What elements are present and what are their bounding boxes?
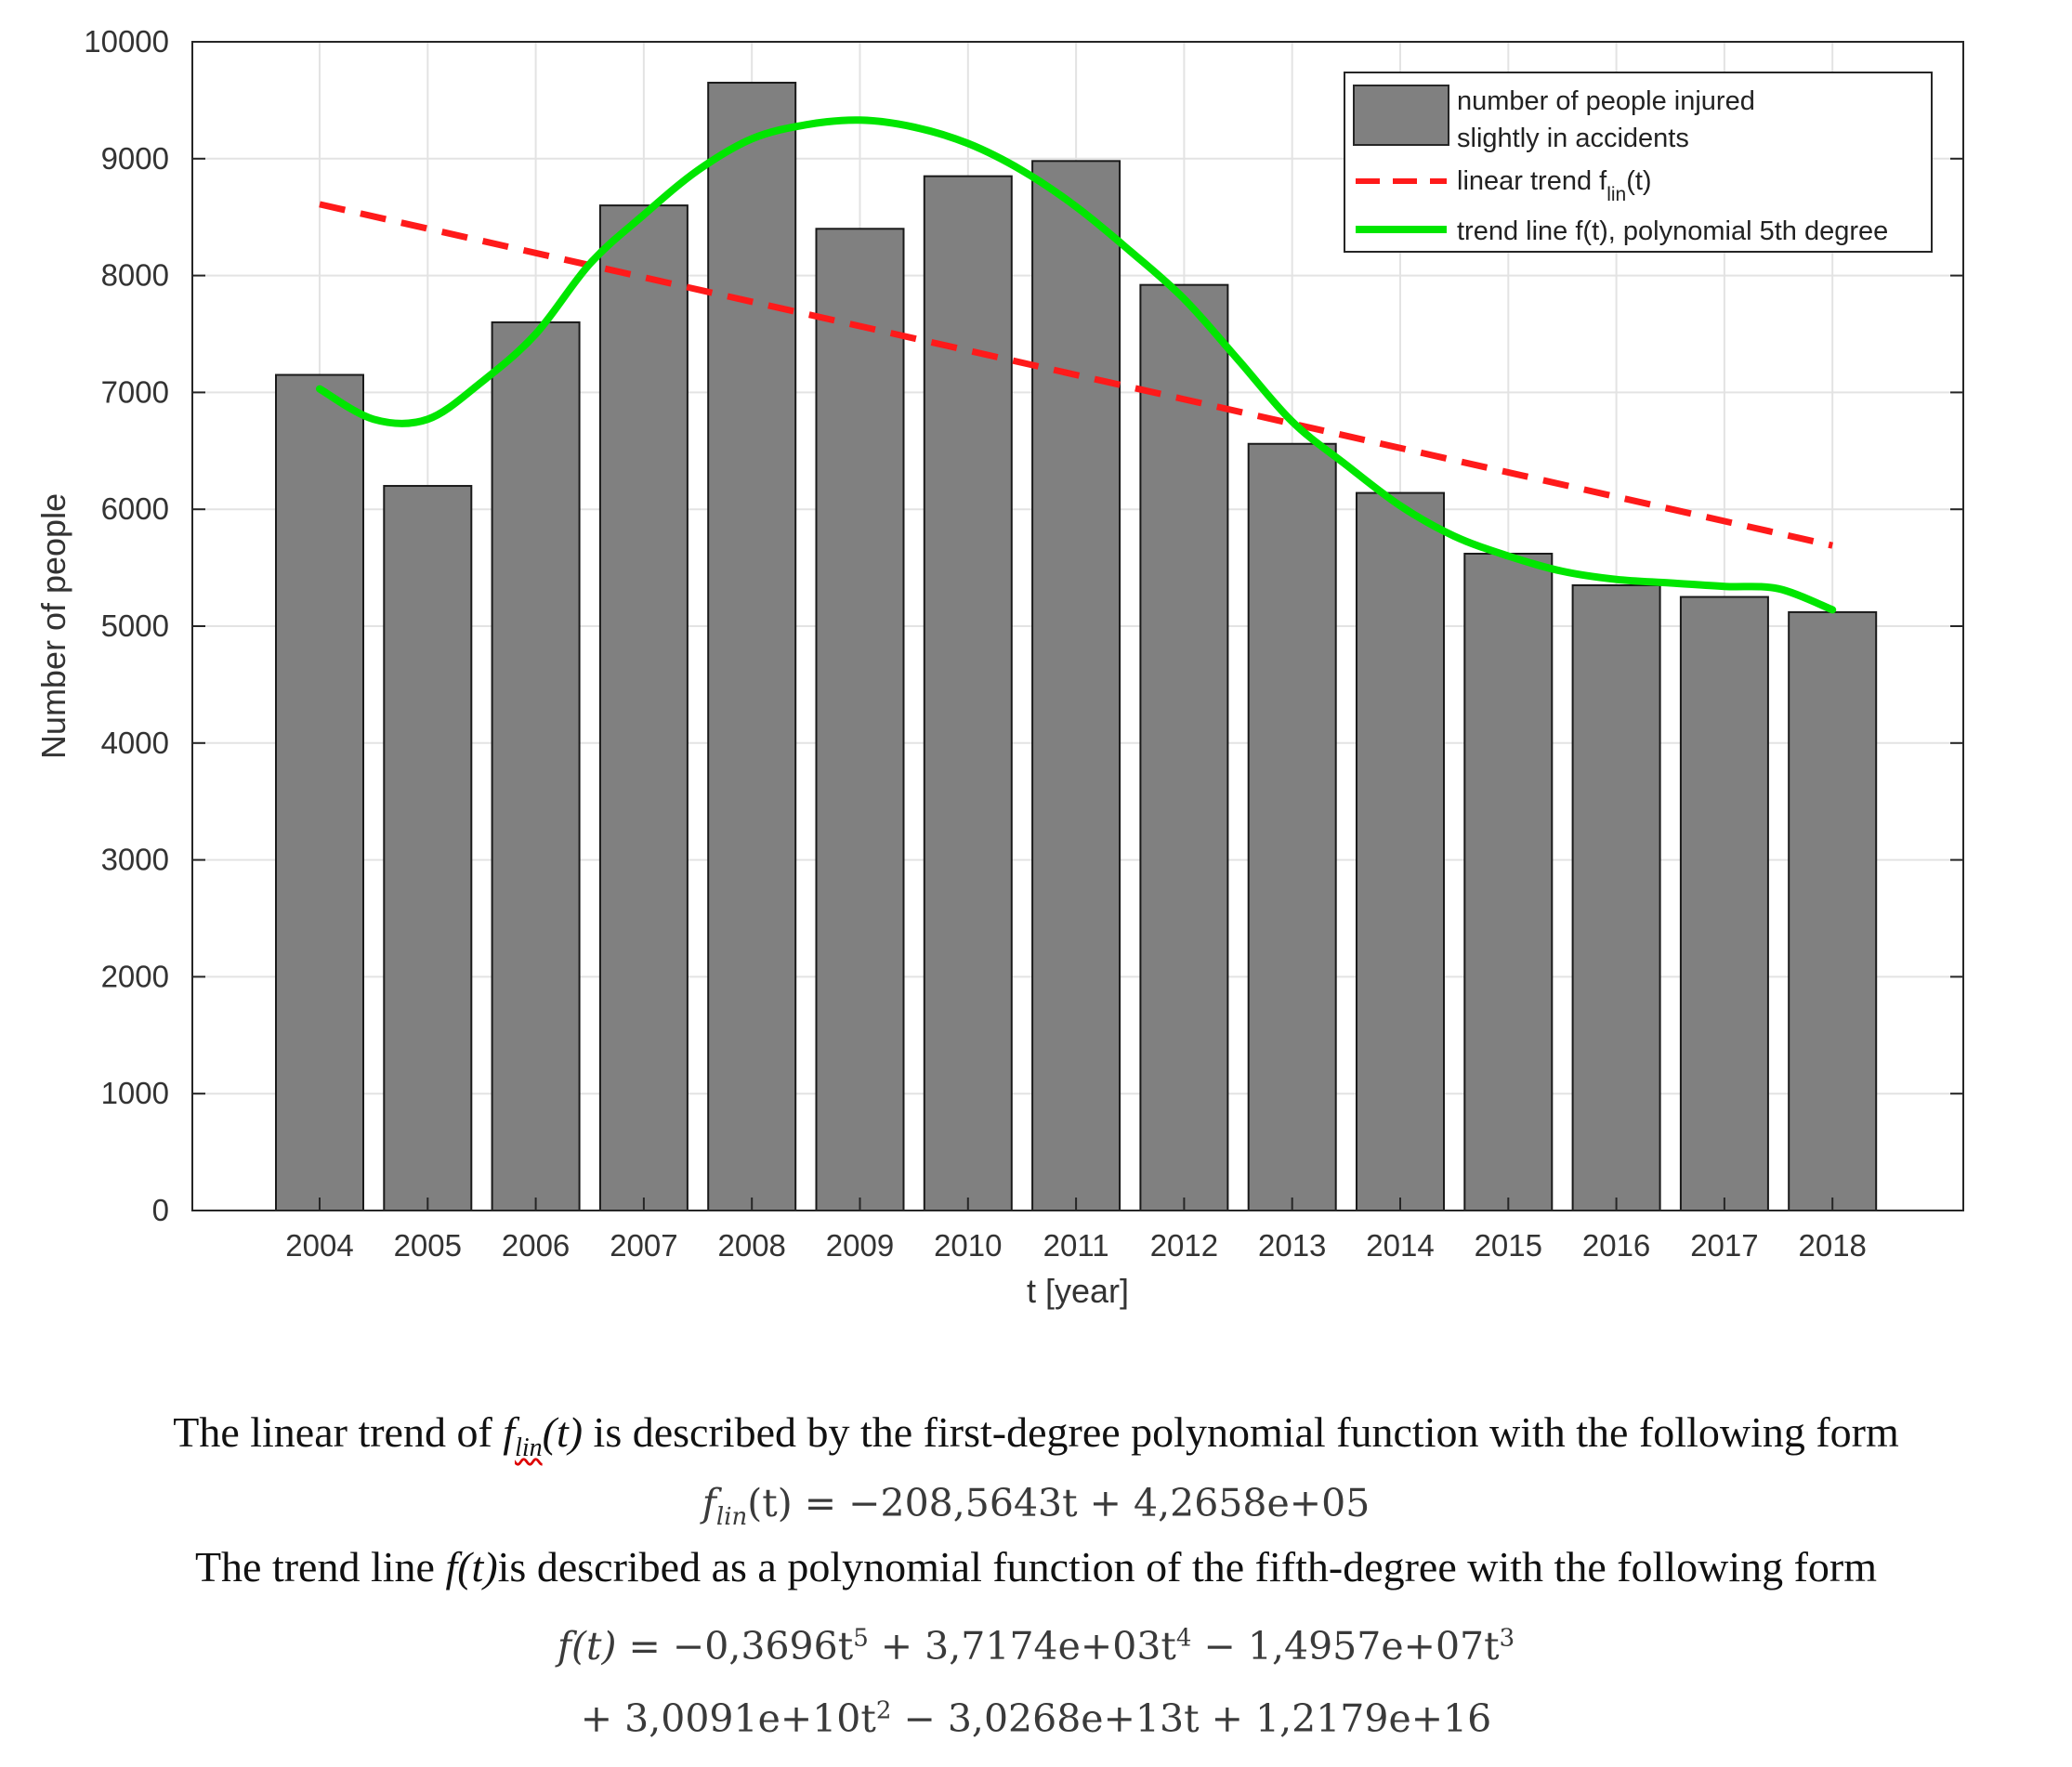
y-tick-label: 4000 [101, 726, 169, 760]
x-tick-label: 2004 [285, 1228, 353, 1263]
bar-2016 [1571, 583, 1661, 1211]
poly-equation-lhs: f(t) = [557, 1624, 673, 1669]
bar-2011 [1031, 160, 1121, 1211]
x-tick-label: 2007 [610, 1228, 677, 1263]
linear-equation-text: flin(t) = −208,5643t + 4,2658e+05 [702, 1481, 1370, 1531]
bar-2013 [1247, 442, 1337, 1211]
x-tick-label: 2016 [1582, 1228, 1650, 1263]
linear-equation-lhs: f [702, 1481, 716, 1525]
bars-layer [275, 82, 1878, 1212]
y-tick-label: 3000 [101, 843, 169, 877]
bar-2008 [707, 82, 797, 1211]
linear-caption-func-arg: (t) [542, 1408, 584, 1456]
linear-caption-post: is described by the first-degree polynom… [583, 1408, 1899, 1456]
x-tick-label: 2010 [934, 1228, 1002, 1263]
x-tick-label: 2011 [1043, 1228, 1109, 1263]
bar-2017 [1679, 596, 1769, 1211]
x-axis-title: t [year] [1027, 1272, 1129, 1310]
poly-equation-term5: − 3,0268e+13t + 1,2179e+16 [891, 1696, 1492, 1741]
y-tick-label: 7000 [101, 374, 169, 409]
poly-equation-term3: − 1,4957e+07t [1191, 1624, 1500, 1669]
y-tick-label: 9000 [101, 141, 169, 176]
y-tick-label: 5000 [101, 609, 169, 643]
bar-2014 [1356, 491, 1445, 1211]
poly-equation-exp4: 2 [875, 1696, 892, 1725]
legend-label-linear: linear trend flin(t) [1457, 166, 1652, 205]
linear-equation-arg: (t) = [747, 1481, 849, 1525]
y-tick-label: 8000 [101, 258, 169, 293]
poly-equation-exp2: 4 [1175, 1624, 1192, 1653]
poly-equation-exp3: 3 [1499, 1624, 1515, 1653]
x-tick-label: 2014 [1366, 1228, 1434, 1263]
poly-equation-line1-text: f(t) = −0,3696t5 + 3,7174e+03t4 − 1,4957… [557, 1624, 1515, 1669]
linear-caption-pre: The linear trend of [173, 1408, 504, 1456]
y-tick-label: 10000 [84, 24, 169, 59]
linear-equation: flin(t) = −208,5643t + 4,2658e+05 [0, 1481, 2072, 1531]
poly-equation-term4: + 3,0091e+10t [580, 1696, 876, 1741]
poly-caption: The trend line f(t)is described as a pol… [0, 1542, 2072, 1591]
linear-caption-text: The linear trend of flin(t) is described… [173, 1408, 1899, 1462]
linear-trend-line [319, 201, 1833, 549]
linear-caption: The linear trend of flin(t) is described… [0, 1407, 2072, 1463]
bar-2006 [491, 321, 581, 1212]
poly-equation-term2: + 3,7174e+03t [868, 1624, 1176, 1669]
x-tick-label: 2009 [826, 1228, 894, 1263]
poly-equation-line1: f(t) = −0,3696t5 + 3,7174e+03t4 − 1,4957… [0, 1624, 2072, 1669]
y-axis-title: Number of people [34, 493, 72, 759]
bar-2007 [598, 204, 688, 1211]
x-tick-label: 2017 [1690, 1228, 1758, 1263]
legend: number of people injured slightly in acc… [1344, 72, 1933, 253]
x-tick-label: 2015 [1475, 1228, 1542, 1263]
x-tick-label: 2013 [1258, 1228, 1326, 1263]
bar-2010 [923, 175, 1013, 1211]
bar-2004 [275, 373, 364, 1211]
poly-caption-pre: The trend line [194, 1543, 446, 1590]
x-tick-label: 2005 [394, 1228, 462, 1263]
poly-equation-term1: −0,3696t [672, 1624, 854, 1669]
poly-caption-text: The trend line f(t)is described as a pol… [195, 1543, 1877, 1590]
poly-caption-post: is described as a polynomial function of… [497, 1543, 1878, 1590]
poly-equation-line2-text: + 3,0091e+10t2 − 3,0268e+13t + 1,2179e+1… [581, 1696, 1491, 1741]
linear-caption-func-sub: lin [515, 1433, 543, 1463]
y-tick-label: 2000 [101, 959, 169, 993]
x-tick-label: 2018 [1798, 1228, 1866, 1263]
legend-label-poly: trend line f(t), polynomial 5th degree [1457, 216, 1888, 246]
linear-caption-func: flin(t) [503, 1408, 584, 1462]
x-tick-label: 2008 [717, 1228, 785, 1263]
y-tick-label: 6000 [101, 491, 169, 526]
polynomial-trend-line [316, 116, 1837, 614]
linear-equation-sub: lin [715, 1503, 748, 1532]
linear-caption-func-name: f [503, 1408, 516, 1456]
chart: 0 1000 2000 3000 4000 5000 6000 7000 8000 9000 100… [34, 24, 1964, 1310]
linear-equation-rhs: −208,5643t + 4,2658e+05 [848, 1481, 1370, 1525]
legend-label-linear-suffix: (t) [1626, 166, 1651, 196]
bar-2009 [815, 228, 905, 1211]
lines-layer [316, 116, 1837, 614]
legend-swatch-bars [1353, 85, 1449, 146]
poly-equation-exp1: 5 [853, 1624, 869, 1653]
y-tick-label: 1000 [101, 1076, 169, 1110]
ticks-layer: 0 1000 2000 3000 4000 5000 6000 7000 8000 9000 100… [84, 24, 1963, 1263]
x-tick-label: 2006 [502, 1228, 570, 1263]
bar-2012 [1139, 283, 1229, 1211]
legend-label-linear-sub: lin [1606, 184, 1626, 205]
legend-label-linear-main: linear trend f [1457, 166, 1607, 196]
poly-equation-line2: + 3,0091e+10t2 − 3,0268e+13t + 1,2179e+1… [0, 1696, 2072, 1741]
bar-2015 [1463, 553, 1554, 1211]
bar-2005 [383, 485, 473, 1211]
legend-label-bars-line2: slightly in accidents [1457, 124, 1689, 153]
x-tick-label: 2012 [1150, 1228, 1218, 1263]
poly-caption-func: f(t) [445, 1543, 498, 1590]
bar-2018 [1788, 610, 1878, 1211]
legend-label-bars-line1: number of people injured [1457, 86, 1755, 116]
y-tick-label: 0 [152, 1193, 169, 1227]
